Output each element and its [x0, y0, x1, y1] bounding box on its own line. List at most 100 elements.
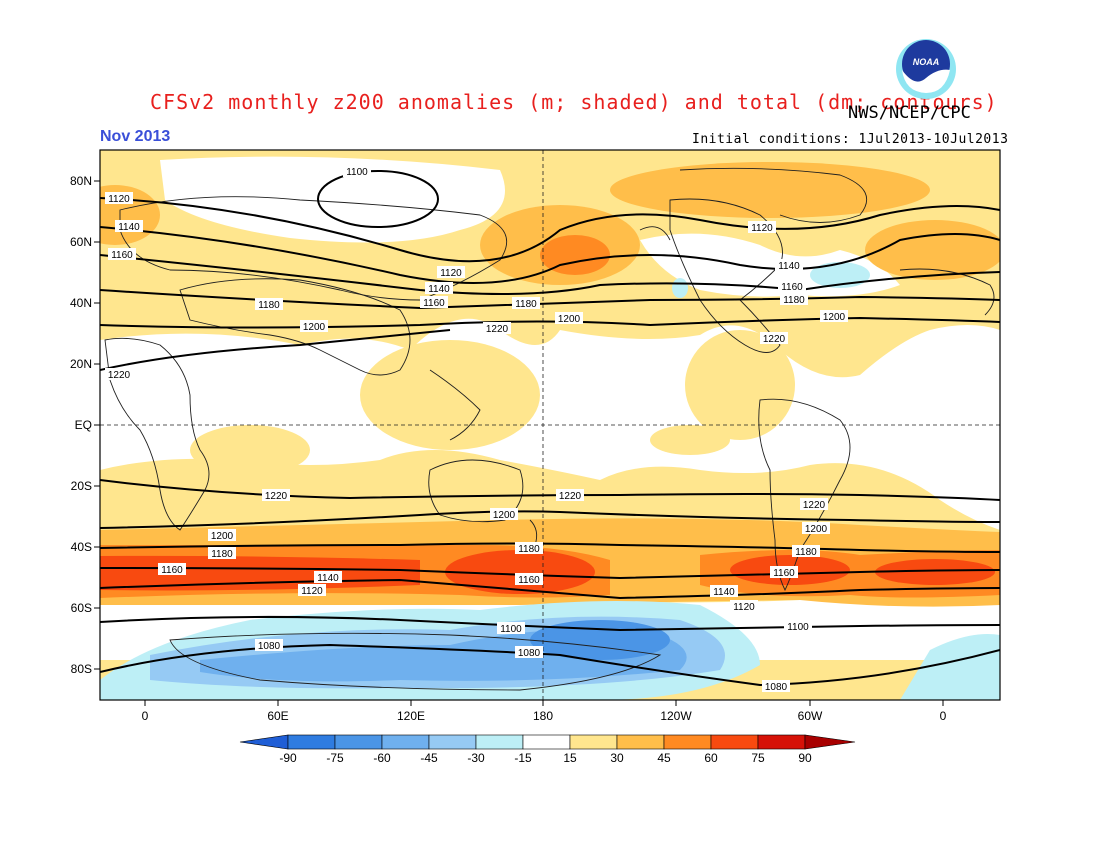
svg-text:1220: 1220 [486, 324, 509, 335]
contour-label: 1160 [770, 566, 798, 579]
colorbar: -90 -75 -60 -45 -30 -15 15 30 45 60 75 90 [239, 734, 856, 765]
colorbar-swatch [428, 734, 477, 750]
svg-text:1140: 1140 [317, 573, 339, 584]
colorbar-arrow-low [239, 734, 289, 750]
agency-label: NWS/NCEP/CPC [848, 103, 971, 123]
lon-label: 60W [798, 709, 823, 723]
contour-label: 1200 [820, 310, 848, 323]
contour-label: 1080 [255, 639, 283, 652]
svg-text:1180: 1180 [795, 547, 817, 558]
noaa-logo: NOAA [896, 39, 956, 99]
svg-text:1220: 1220 [763, 334, 786, 345]
contour-label: 1160 [108, 248, 136, 261]
svg-text:1080: 1080 [765, 682, 788, 693]
contour-label: 1160 [158, 563, 186, 576]
lon-label: 120W [660, 709, 692, 723]
svg-text:1140: 1140 [713, 587, 735, 598]
contour-label: 1080 [762, 680, 790, 693]
svg-text:1160: 1160 [781, 282, 803, 293]
colorbar-swatch [522, 734, 571, 750]
contour-label: 1180 [255, 298, 283, 311]
contour-label: 1200 [300, 320, 328, 333]
svg-text:1220: 1220 [108, 370, 131, 381]
svg-text:1160: 1160 [111, 250, 133, 261]
contour-label: 1200 [802, 522, 830, 535]
height-contours [100, 170, 1000, 687]
contour-label: 1180 [512, 297, 540, 310]
contour-label: 1120 [105, 192, 133, 205]
contour-label: 1140 [425, 282, 453, 295]
colorbar-label: -75 [326, 751, 344, 765]
colorbar-label: 75 [751, 751, 765, 765]
contour-label: 1140 [115, 220, 143, 233]
svg-text:1160: 1160 [518, 575, 540, 586]
weak-positive-patches [190, 330, 795, 475]
svg-text:1220: 1220 [803, 500, 826, 511]
colorbar-label: -90 [279, 751, 297, 765]
svg-text:1180: 1180 [515, 299, 537, 310]
svg-text:1140: 1140 [118, 222, 140, 233]
contour-label: 1160 [778, 280, 806, 293]
svg-text:1220: 1220 [265, 491, 288, 502]
svg-text:1120: 1120 [301, 586, 323, 597]
svg-text:1120: 1120 [108, 194, 130, 205]
svg-text:1140: 1140 [778, 261, 800, 272]
svg-text:1080: 1080 [518, 648, 541, 659]
figure-title: CFSv2 monthly z200 anomalies (m; shaded)… [150, 90, 998, 114]
lat-label: 20N [70, 357, 92, 371]
contour-label: 1220 [105, 368, 133, 381]
colorbar-label: 60 [704, 751, 718, 765]
contour-label: 1200 [208, 529, 236, 542]
longitude-axis: 0 60E 120E 180 120W 60W 0 [142, 700, 947, 723]
lat-label: 40S [71, 540, 92, 554]
colorbar-swatch [616, 734, 665, 750]
contour-label: 1120 [730, 600, 758, 613]
negative-anomalies [100, 262, 1000, 700]
colorbar-label: -30 [467, 751, 485, 765]
latitude-axis: 80N 60N 40N 20N EQ 20S 40S 60S 80S [70, 174, 100, 676]
colorbar-label: 90 [798, 751, 812, 765]
initial-conditions-label: Initial conditions: 1Jul2013-10Jul2013 [692, 132, 1009, 147]
contour-label: 1080 [515, 646, 543, 659]
colorbar-swatch [334, 734, 383, 750]
contour-label: 1120 [748, 221, 776, 234]
contour-label: 1180 [208, 547, 236, 560]
colorbar-swatch [757, 734, 806, 750]
lat-label: 40N [70, 296, 92, 310]
contour-label: 1100 [784, 620, 812, 633]
contour-label: 1220 [483, 322, 511, 335]
svg-text:1180: 1180 [518, 544, 540, 555]
colorbar-label: -60 [373, 751, 391, 765]
svg-text:1200: 1200 [823, 312, 846, 323]
contour-label: 1220 [556, 489, 584, 502]
svg-text:1180: 1180 [783, 295, 805, 306]
lat-label: 60S [71, 601, 92, 615]
colorbar-swatch [710, 734, 759, 750]
colorbar-swatch [663, 734, 712, 750]
colorbar-swatch [287, 734, 336, 750]
lat-label: 60N [70, 235, 92, 249]
colorbar-label: -45 [420, 751, 438, 765]
svg-text:1120: 1120 [440, 268, 462, 279]
svg-text:1080: 1080 [258, 641, 281, 652]
contour-label: 1100 [343, 165, 371, 178]
contour-label: 1200 [555, 312, 583, 325]
contour-label: 1220 [800, 498, 828, 511]
colorbar-label: 30 [610, 751, 624, 765]
contour-label: 1180 [792, 545, 820, 558]
contour-label: 1120 [298, 584, 326, 597]
lat-label: 80S [71, 662, 92, 676]
contour-label: 1100 [497, 622, 525, 635]
svg-text:1100: 1100 [500, 624, 522, 635]
contour-label-group: 1100 1120 1140 1160 1180 1200 1220 1120 … [105, 165, 848, 693]
contour-label: 1160 [515, 573, 543, 586]
lon-label: 120E [397, 709, 425, 723]
colorbar-swatch [569, 734, 618, 750]
lon-label: 0 [142, 709, 149, 723]
svg-text:1200: 1200 [805, 524, 828, 535]
month-label: Nov 2013 [100, 128, 171, 145]
contour-label: 1140 [775, 259, 803, 272]
colorbar-swatch [475, 734, 524, 750]
